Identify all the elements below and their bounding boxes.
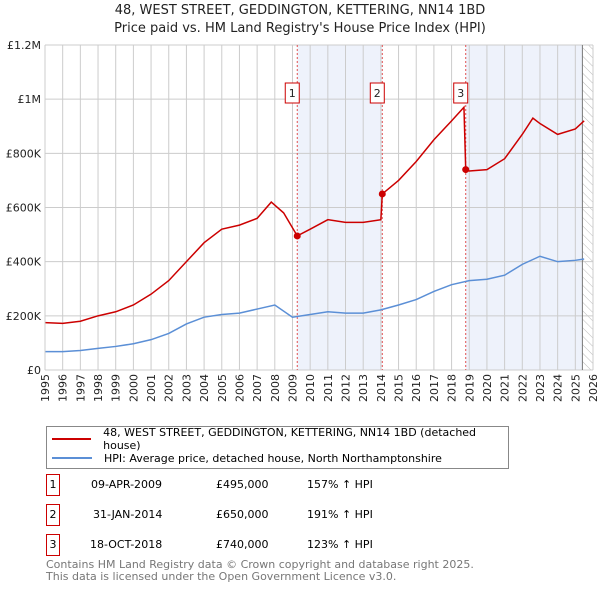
legend-label: HPI: Average price, detached house, Nort… [104, 451, 442, 465]
x-tick-label: 2012 [340, 374, 353, 402]
x-tick-label: 2010 [304, 374, 317, 402]
x-tick-label: 2004 [198, 374, 211, 402]
x-tick-label: 2023 [534, 374, 547, 402]
y-tick-label: £1.2M [7, 39, 41, 52]
y-tick-label: £600K [6, 202, 42, 215]
x-tick-label: 2015 [393, 374, 406, 402]
x-tick-label: 2000 [127, 374, 140, 402]
x-tick-label: 2024 [552, 374, 565, 402]
sale-point [293, 232, 301, 240]
y-tick-label: £200K [6, 310, 42, 323]
y-tick-label: £800K [6, 147, 42, 160]
sale-marker-label: 2 [46, 504, 60, 526]
sale-point [378, 190, 386, 198]
x-tick-label: 2005 [216, 374, 229, 402]
x-tick-label: 2019 [463, 374, 476, 402]
chart-subtitle: Price paid vs. HM Land Registry's House … [114, 21, 486, 36]
sale-marker-box [453, 82, 469, 104]
sale-price: £740,000 [216, 538, 269, 551]
x-tick-label: 2020 [481, 374, 494, 402]
x-tick-label: 2026 [587, 374, 600, 402]
sale-hpi: 157% ↑ HPI [307, 478, 373, 491]
sale-price: £495,000 [216, 478, 269, 491]
sale-point [462, 166, 470, 174]
sale-marker-label: 3 [46, 534, 60, 556]
legend-swatch-red [52, 438, 92, 440]
x-tick-label: 2001 [145, 374, 158, 402]
x-tick-label: 1999 [110, 374, 123, 402]
price-chart: 1995 1996 1997 1998 1999 2000 2001 2002 2003 2004… [6, 39, 600, 402]
sale-hpi: 191% ↑ HPI [307, 508, 373, 521]
x-tick-label: 2003 [180, 374, 193, 402]
footer-copyright: Contains HM Land Registry data © Crown c… [46, 558, 474, 571]
legend: 48, WEST STREET, GEDDINGTON, KETTERING, … [46, 426, 509, 469]
x-tick-label: 1998 [92, 374, 105, 402]
x-tick-label: 2008 [269, 374, 282, 402]
x-tick-label: 1995 [39, 374, 52, 402]
sale-marker-label: 1 [289, 87, 296, 100]
footer-licence: This data is licensed under the Open Gov… [46, 570, 397, 583]
x-tick-label: 2022 [516, 374, 529, 402]
x-tick-label: 2006 [233, 374, 246, 402]
x-tick-label: 2007 [251, 374, 264, 402]
sale-price: £650,000 [216, 508, 269, 521]
y-tick-label: £0 [27, 364, 41, 377]
x-tick-label: 2017 [428, 374, 441, 402]
x-tick-label: 2014 [375, 374, 388, 402]
sale-marker-label: 3 [457, 87, 464, 100]
x-tick-label: 2016 [410, 374, 423, 402]
sale-date: 18-OCT-2018 [90, 538, 163, 551]
legend-label: 48, WEST STREET, GEDDINGTON, KETTERING, … [103, 426, 477, 452]
sale-marker-box [369, 82, 385, 104]
sale-date: 31-JAN-2014 [93, 508, 163, 521]
chart-title: 48, WEST STREET, GEDDINGTON, KETTERING, … [114, 3, 486, 18]
sale-hpi: 123% ↑ HPI [307, 538, 373, 551]
x-tick-label: 1996 [57, 374, 70, 402]
sale-marker-label: 2 [374, 87, 381, 100]
hpi-line [45, 255, 585, 353]
x-tick-label: 1997 [74, 374, 87, 402]
x-tick-label: 2021 [499, 374, 512, 402]
sale-marker-box [284, 82, 300, 104]
sale-marker-label: 1 [46, 474, 60, 496]
x-tick-label: 2002 [163, 374, 176, 402]
sale-date: 09-APR-2009 [91, 478, 163, 491]
x-tick-label: 2011 [322, 374, 335, 402]
x-tick-label: 2013 [357, 374, 370, 402]
y-tick-label: £400K [6, 256, 42, 269]
x-tick-label: 2018 [446, 374, 459, 402]
y-tick-label: £1M [18, 93, 42, 106]
legend-swatch-blue [52, 457, 92, 459]
x-tick-label: 2025 [569, 374, 582, 402]
price-paid-line [44, 105, 585, 325]
x-tick-label: 2009 [286, 374, 299, 402]
